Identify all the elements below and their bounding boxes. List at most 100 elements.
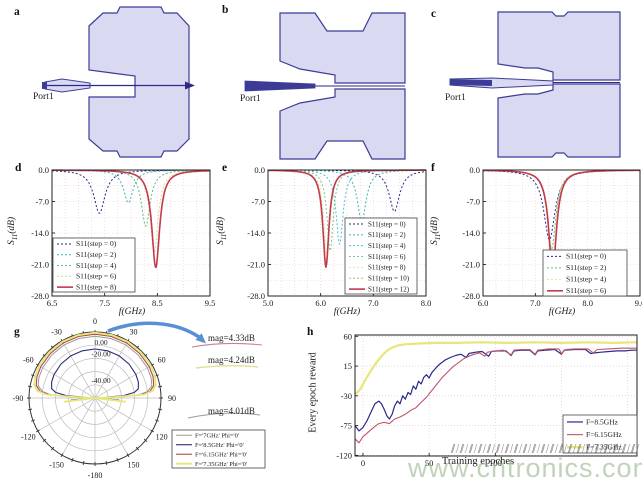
chart-h-plot: 0 50 100 60 15 -30 -75 -120 F=8.5GHz F=6.15GHz F=7… bbox=[336, 331, 638, 468]
svg-text:-21.0: -21.0 bbox=[247, 260, 265, 270]
svg-text:0.0: 0.0 bbox=[469, 165, 480, 175]
svg-text:15: 15 bbox=[344, 361, 353, 371]
svg-text:-28.0: -28.0 bbox=[462, 291, 480, 301]
svg-text:6.0: 6.0 bbox=[315, 298, 326, 308]
legend-box bbox=[542, 249, 628, 297]
panel-label-d: d bbox=[15, 162, 22, 174]
svg-text:S11(step = 6): S11(step = 6) bbox=[76, 272, 117, 281]
svg-text:F=8.5GHz: F=8.5GHz bbox=[586, 417, 619, 426]
svg-text:60: 60 bbox=[344, 331, 353, 341]
svg-text:S11(step = 8): S11(step = 8) bbox=[76, 282, 117, 291]
svg-text:90: 90 bbox=[168, 394, 176, 403]
svg-text:-7.0: -7.0 bbox=[467, 197, 480, 207]
polar-plot: 0 30 60 90 120 150 -180 -30 -60 -90 -120 -150 0.00 -2… bbox=[13, 317, 266, 480]
antenna-diagram-a: Port1 bbox=[33, 6, 195, 158]
svg-text:F=7.35GHz: F=7.35GHz bbox=[586, 443, 622, 452]
svg-text:-21.0: -21.0 bbox=[31, 260, 49, 270]
panel-label-e: e bbox=[222, 162, 228, 174]
svg-text:-14.0: -14.0 bbox=[462, 228, 480, 238]
svg-text:7.0: 7.0 bbox=[368, 298, 379, 308]
svg-text:-20.00: -20.00 bbox=[91, 349, 111, 358]
svg-text:F='8.5GHz' Phi='0': F='8.5GHz' Phi='0' bbox=[195, 442, 244, 449]
chart-f-plot: 6.0 7.0 8.0 9.0 0.0 -7.0 -14.0 -21.0 -28.0 S11(st… bbox=[462, 165, 642, 308]
legend-box bbox=[344, 217, 418, 295]
chart-d-svg: 6.5 7.5 8.5 9.5 0.0 -7.0 -14.0 -21.0 -28.0 S11(st… bbox=[31, 165, 215, 308]
svg-text:0.0: 0.0 bbox=[254, 165, 265, 175]
svg-text:S11(step = 4): S11(step = 4) bbox=[368, 242, 406, 250]
svg-text:8.0: 8.0 bbox=[582, 298, 593, 308]
series-F=6.15GHz bbox=[354, 347, 637, 444]
svg-text:150: 150 bbox=[128, 461, 140, 470]
svg-text:S11(step = 2): S11(step = 2) bbox=[76, 250, 117, 259]
chart-h-xlabel: Training epoches bbox=[441, 456, 515, 467]
svg-text:F='6.15GHz' Phi='0': F='6.15GHz' Phi='0' bbox=[195, 452, 247, 459]
antenna-body-b-bottom bbox=[279, 88, 406, 160]
svg-text:S11(step = 4): S11(step = 4) bbox=[76, 261, 117, 270]
mag-annotation-low: mag=4.01dB bbox=[208, 406, 255, 416]
svg-text:-14.0: -14.0 bbox=[247, 228, 265, 238]
illegible-watermark bbox=[450, 444, 642, 453]
series-S11(step = 2) bbox=[268, 169, 427, 223]
antenna-body-a bbox=[88, 6, 190, 158]
svg-text:8.5: 8.5 bbox=[152, 298, 163, 308]
svg-text:6.5: 6.5 bbox=[47, 298, 58, 308]
panel-label-h: h bbox=[307, 326, 314, 338]
site-watermark: www.cntronics.com bbox=[408, 453, 642, 483]
feed-tip-c bbox=[450, 79, 492, 86]
svg-text:0: 0 bbox=[361, 458, 365, 468]
svg-text:S11(step = 0): S11(step = 0) bbox=[566, 252, 607, 261]
chart-e-ylabel: S11(dB) bbox=[216, 216, 228, 246]
port1-label-c: Port1 bbox=[445, 93, 466, 103]
series-S11(step = 4) bbox=[268, 169, 426, 245]
svg-text:-21.0: -21.0 bbox=[462, 260, 480, 270]
svg-text:F='7GHz' Phi='0': F='7GHz' Phi='0' bbox=[195, 433, 239, 440]
panel-label-f: f bbox=[431, 162, 435, 174]
series-S11(step = 4) bbox=[483, 169, 640, 258]
chart-d-ylabel: S11(dB) bbox=[7, 216, 19, 246]
svg-text:100: 100 bbox=[489, 458, 502, 468]
svg-text:S11(step = 0): S11(step = 0) bbox=[76, 239, 117, 248]
antenna-body-b-top bbox=[279, 12, 406, 84]
svg-text:9.0: 9.0 bbox=[635, 298, 642, 308]
series-S11(step = 0) bbox=[268, 169, 427, 212]
svg-text:120: 120 bbox=[156, 433, 168, 442]
feed-arrowhead-icon bbox=[185, 81, 195, 90]
callout-arrowhead-icon bbox=[195, 333, 206, 344]
series-S11(step = 2) bbox=[52, 169, 210, 204]
pattern-curve-gray bbox=[187, 412, 261, 419]
svg-text:S11(step = 6): S11(step = 6) bbox=[566, 286, 607, 295]
svg-text:S11(step = 10): S11(step = 10) bbox=[368, 275, 410, 283]
antenna-body-c-top bbox=[497, 11, 621, 81]
feed-tip-a bbox=[42, 82, 47, 89]
svg-text:S11(step = 0): S11(step = 0) bbox=[368, 220, 406, 228]
port1-label-a: Port1 bbox=[33, 92, 54, 102]
chart-h-svg: 0 50 100 60 15 -30 -75 -120 F=8.5GHz F=6.15GHz F=7… bbox=[336, 331, 638, 468]
legend-box bbox=[52, 237, 136, 293]
svg-text:-120: -120 bbox=[336, 450, 352, 460]
svg-text:F=6.15GHz: F=6.15GHz bbox=[586, 430, 622, 439]
svg-text:S11(step = 12): S11(step = 12) bbox=[368, 285, 410, 293]
panel-label-b: b bbox=[222, 4, 229, 16]
antenna-diagram-b: Port1 bbox=[240, 12, 406, 160]
mag-annotation-top: mag=4.33dB bbox=[208, 333, 255, 343]
series-S11(step = 6) bbox=[482, 169, 641, 272]
svg-text:-30: -30 bbox=[51, 327, 62, 336]
antenna-body-c-bottom bbox=[497, 83, 621, 158]
chart-h-ylabel: Every epoch reward bbox=[307, 352, 319, 433]
series-F='7.35GHz' Phi='0' bbox=[33, 331, 157, 403]
chart-e-plot: 5.0 6.0 7.0 8.0 0.0 -7.0 -14.0 -21.0 -28.0 S11(st… bbox=[247, 165, 431, 308]
series-S11(step = 0) bbox=[483, 169, 640, 241]
polar-chart-g-svg: 0 30 60 90 120 150 -180 -30 -60 -90 -120 -150 0.00 -2… bbox=[13, 317, 266, 480]
chart-f-svg: 6.0 7.0 8.0 9.0 0.0 -7.0 -14.0 -21.0 -28.0 S11(st… bbox=[462, 165, 642, 308]
mag-annotation-mid: mag=4.24dB bbox=[208, 355, 255, 365]
panel-label-a: a bbox=[14, 6, 20, 18]
svg-text:0: 0 bbox=[93, 317, 97, 326]
svg-text:50: 50 bbox=[425, 458, 434, 468]
svg-text:F='7.35GHz' Phi='0': F='7.35GHz' Phi='0' bbox=[195, 461, 247, 468]
svg-text:7.5: 7.5 bbox=[99, 298, 110, 308]
svg-text:-7.0: -7.0 bbox=[252, 197, 265, 207]
svg-text:60: 60 bbox=[158, 356, 166, 365]
svg-text:5.0: 5.0 bbox=[263, 298, 274, 308]
feed-connector-b bbox=[244, 80, 316, 92]
svg-text:-60: -60 bbox=[23, 356, 34, 365]
